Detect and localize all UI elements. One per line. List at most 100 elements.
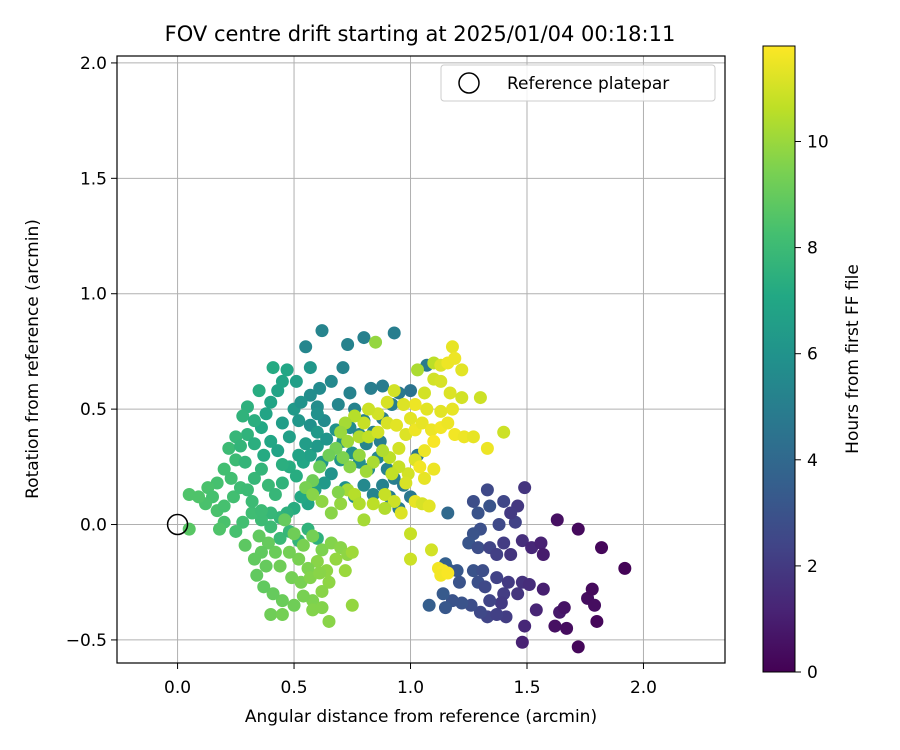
data-point [336, 451, 350, 465]
data-point [266, 587, 280, 601]
data-point [271, 444, 285, 458]
data-point [550, 513, 564, 527]
data-point [226, 490, 240, 504]
data-point [369, 335, 383, 349]
data-point [366, 455, 380, 469]
data-point [534, 536, 548, 550]
data-point [397, 398, 411, 412]
data-point [275, 458, 289, 472]
data-point [420, 402, 434, 416]
data-point [254, 462, 268, 476]
data-point [494, 596, 508, 610]
data-point [313, 381, 327, 395]
data-point [275, 594, 289, 608]
data-point [264, 520, 278, 534]
data-point [247, 414, 261, 428]
data-point [595, 541, 609, 555]
data-point [366, 488, 380, 502]
data-point [317, 476, 331, 490]
data-point [275, 476, 289, 490]
data-point [357, 416, 371, 430]
data-point [480, 441, 494, 455]
data-point [522, 578, 536, 592]
data-point [261, 478, 275, 492]
data-point [245, 494, 259, 508]
data-point [292, 414, 306, 428]
data-point [296, 589, 310, 603]
data-point [282, 545, 296, 559]
data-point [310, 439, 324, 453]
data-point [212, 522, 226, 536]
data-point [445, 340, 459, 354]
data-point [278, 513, 292, 527]
data-point [434, 404, 448, 418]
data-point [560, 621, 574, 635]
data-point [415, 416, 429, 430]
data-point [473, 605, 487, 619]
data-point [322, 575, 336, 589]
data-point [292, 552, 306, 566]
data-point [404, 411, 418, 425]
data-point [387, 326, 401, 340]
data-point [322, 448, 336, 462]
data-point [331, 485, 345, 499]
legend-box [440, 64, 716, 102]
data-point [378, 501, 392, 515]
data-point [268, 545, 282, 559]
data-point [352, 430, 366, 444]
data-point [264, 395, 278, 409]
data-point [362, 402, 376, 416]
legend-label: Reference platepar [507, 74, 669, 94]
data-point [417, 471, 431, 485]
data-point [324, 374, 338, 388]
data-points [182, 324, 632, 654]
data-point [320, 432, 334, 446]
x-tick-label: 1.0 [397, 678, 424, 698]
data-point [588, 598, 602, 612]
data-point [471, 541, 485, 555]
data-point [422, 598, 436, 612]
data-point [259, 559, 273, 573]
data-point [296, 538, 310, 552]
data-point [343, 460, 357, 474]
data-point [310, 425, 324, 439]
y-tick-label: 0.0 [80, 516, 107, 536]
legend-marker [458, 72, 480, 94]
data-point [490, 608, 504, 622]
data-point [306, 488, 320, 502]
data-point [294, 395, 308, 409]
data-point [313, 460, 327, 474]
data-point [236, 515, 250, 529]
data-point [222, 441, 236, 455]
data-point [306, 529, 320, 543]
data-point [394, 506, 408, 520]
data-point [536, 548, 550, 562]
legend: Reference platepar [440, 64, 716, 102]
data-point [352, 448, 366, 462]
data-point [466, 430, 480, 444]
data-point [441, 416, 455, 430]
x-axis-label: Angular distance from reference (arcmin) [245, 707, 597, 727]
data-point [473, 391, 487, 405]
data-point [357, 513, 371, 527]
data-point [217, 499, 231, 513]
data-point [264, 434, 278, 448]
data-point [182, 488, 196, 502]
data-point [438, 601, 452, 615]
data-point [322, 614, 336, 628]
data-point [590, 614, 604, 628]
data-point [448, 351, 462, 365]
chart-title: FOV centre drift starting at 2025/01/04 … [165, 22, 676, 46]
data-point [548, 619, 562, 633]
data-point [233, 439, 247, 453]
data-point [385, 467, 399, 481]
data-point [497, 494, 511, 508]
data-point [492, 518, 506, 532]
data-point [417, 444, 431, 458]
data-point [585, 582, 599, 596]
data-point [331, 398, 345, 412]
data-point [366, 497, 380, 511]
data-point [515, 635, 529, 649]
data-point [273, 559, 287, 573]
data-point [303, 361, 317, 375]
